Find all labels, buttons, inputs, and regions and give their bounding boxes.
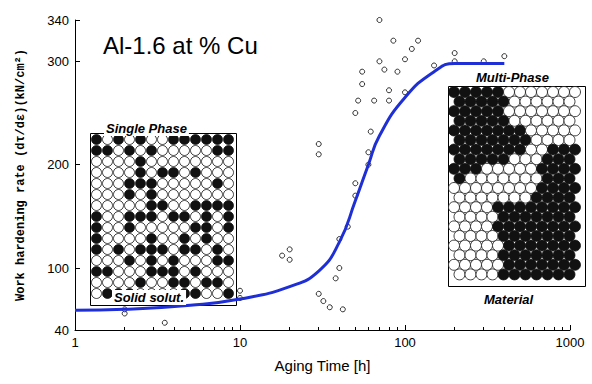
svg-text:Aging Time [h]: Aging Time [h] bbox=[275, 357, 371, 374]
svg-text:Single Phase: Single Phase bbox=[106, 121, 187, 136]
svg-text:300: 300 bbox=[47, 54, 69, 69]
svg-text:Multi-Phase: Multi-Phase bbox=[476, 70, 549, 85]
svg-text:1000: 1000 bbox=[556, 335, 585, 350]
svg-text:1: 1 bbox=[71, 335, 78, 350]
svg-text:340: 340 bbox=[47, 13, 69, 28]
svg-text:200: 200 bbox=[47, 157, 69, 172]
svg-text:10: 10 bbox=[233, 335, 247, 350]
svg-text:40: 40 bbox=[55, 323, 69, 338]
svg-text:Solid solut.: Solid solut. bbox=[114, 290, 184, 305]
svg-text:100: 100 bbox=[47, 261, 69, 276]
svg-text:Al-1.6 at % Cu: Al-1.6 at % Cu bbox=[103, 32, 258, 59]
svg-text:Material: Material bbox=[484, 292, 534, 307]
svg-text:Work hardening rate (dτ/dε)(kN: Work hardening rate (dτ/dε)(kN/cm²) bbox=[14, 49, 28, 301]
svg-text:100: 100 bbox=[394, 335, 416, 350]
